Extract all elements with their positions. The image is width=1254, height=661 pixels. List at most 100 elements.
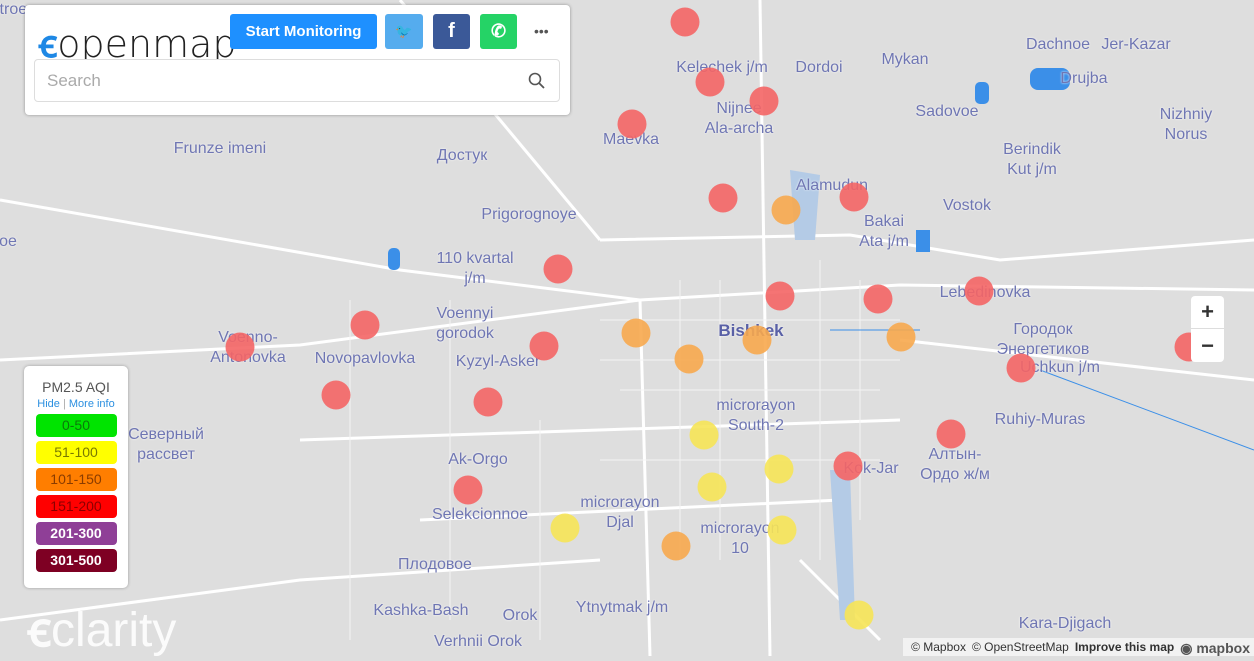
legend-item: 51-100 [35,441,117,464]
sensor-marker-moderate[interactable] [550,513,580,543]
facebook-button[interactable]: f [433,14,470,49]
place-label: microrayon South-2 [716,397,796,434]
place-label: Dachnoe [1025,36,1091,53]
place-label: Stroe [0,1,28,18]
openmap-logo[interactable]: ꞓopenmap [39,17,237,69]
place-label: microrayon 10 [700,520,780,557]
sensor-marker-unhealthy[interactable] [833,451,863,481]
sensor-marker-unhealthy[interactable] [839,182,869,212]
sensor-marker-unhealthy[interactable] [225,332,255,362]
zoom-out-button[interactable]: − [1191,329,1224,362]
place-label: Dordoi [795,59,843,76]
place-label: Orok [502,607,538,624]
place-label: Voennyi gorodok [436,305,494,342]
sensor-marker-moderate[interactable] [767,515,797,545]
sensor-marker-moderate[interactable] [764,454,794,484]
place-label: Городок Энергетиков [996,321,1090,358]
place-label: Bakai Ata j/m [859,213,909,250]
place-label: 110 kvartal j/m [436,250,514,287]
sensor-marker-unhealthy[interactable] [350,310,380,340]
legend-item: 201-300 [35,522,117,545]
place-label: Ak-Orgo [448,451,508,468]
place-label: Достук [436,147,488,164]
sensor-marker-sensitive[interactable] [661,531,691,561]
place-label: microrayon Djal [580,494,660,531]
top-panel: ꞓopenmap Start Monitoring 🐦 f ✆ ••• [25,5,570,115]
improve-map-link[interactable]: Improve this map [1074,640,1175,654]
mapbox-logo-text: mapbox [1196,640,1250,656]
place-label: Frunze imeni [173,140,267,157]
legend-item: 0-50 [35,414,117,437]
place-label: Prigorognoye [481,206,577,223]
sensor-marker-unhealthy[interactable] [708,183,738,213]
place-label: Kyzyl-Asker [455,353,541,370]
sensor-marker-moderate[interactable] [689,420,719,450]
legend-item: 151-200 [35,495,117,518]
watermark-text: clarity [51,604,177,657]
sensor-marker-sensitive[interactable] [621,318,651,348]
sensor-marker-unhealthy[interactable] [936,419,966,449]
sensor-marker-unhealthy[interactable] [453,475,483,505]
sensor-marker-unhealthy[interactable] [749,86,779,116]
place-label: Berindik Kut j/m [1003,141,1061,178]
sensor-marker-unhealthy[interactable] [670,7,700,37]
place-label: Sadovoe [915,103,979,120]
place-label: Mykan [881,51,929,68]
sensor-marker-unhealthy[interactable] [964,276,994,306]
clarity-watermark: ꞓclarity [28,604,177,657]
logo-icon: ꞓ [39,22,58,66]
sensor-marker-unhealthy[interactable] [863,284,893,314]
legend-item: 101-150 [35,468,117,491]
sensor-marker-moderate[interactable] [844,600,874,630]
sensor-marker-sensitive[interactable] [771,195,801,225]
mapbox-logo[interactable]: ◉ mapbox [1180,640,1250,656]
sensor-marker-unhealthy[interactable] [765,281,795,311]
sensor-marker-unhealthy[interactable] [321,380,351,410]
place-label: Verhnii Orok [433,633,523,650]
search-input[interactable] [34,59,560,102]
place-label: Северный рассвет [128,426,204,463]
twitter-button[interactable]: 🐦 [385,14,423,49]
sensor-marker-unhealthy[interactable] [473,387,503,417]
facebook-icon: f [448,20,455,42]
place-label: Kara-Djigach [1018,615,1112,632]
legend-more-info-link[interactable]: More info [68,398,115,410]
sensor-marker-unhealthy[interactable] [1006,353,1036,383]
sensor-marker-unhealthy[interactable] [695,67,725,97]
whatsapp-button[interactable]: ✆ [480,14,517,49]
place-label: Drujba [1060,70,1108,87]
place-label: Novopavlovka [314,350,416,367]
place-label: Selekcionnoe [431,506,529,523]
sensor-marker-moderate[interactable] [697,472,727,502]
sensor-marker-sensitive[interactable] [886,322,916,352]
osm-attribution-link[interactable]: © OpenStreetMap [971,640,1069,654]
zoom-in-button[interactable]: + [1191,296,1224,329]
place-label: Jer-Kazar [1101,36,1171,53]
sensor-marker-unhealthy[interactable] [543,254,573,284]
sensor-marker-sensitive[interactable] [742,325,772,355]
legend-hide-link[interactable]: Hide [37,398,60,410]
sensor-marker-unhealthy[interactable] [529,331,559,361]
place-label: Плодовое [398,556,472,573]
search-icon[interactable] [528,72,546,90]
attribution-bar: © Mapbox © OpenStreetMap Improve this ma… [903,638,1254,656]
place-label: Алтын- Ордо ж/м [920,446,990,483]
whatsapp-icon: ✆ [490,21,507,41]
logo-text: openmap [57,22,237,66]
more-menu-button[interactable]: ••• [534,23,549,39]
place-label: Ruhiy-Muras [994,411,1086,428]
sensor-marker-unhealthy[interactable] [617,109,647,139]
place-label: Nizhniy Norus [1159,106,1213,143]
start-monitoring-button[interactable]: Start Monitoring [230,14,377,49]
place-label: oe [0,233,17,250]
place-label: Ytnytmak j/m [575,599,669,616]
legend-title: PM2.5 AQI [42,379,110,395]
legend-item: 301-500 [35,549,117,572]
mapbox-attribution-link[interactable]: © Mapbox [911,640,966,654]
place-label: Maevka [602,131,660,148]
place-label: Vostok [942,197,992,214]
aqi-legend: PM2.5 AQI Hide | More info 0-50 51-100 101… [24,366,128,588]
sensor-marker-sensitive[interactable] [674,344,704,374]
